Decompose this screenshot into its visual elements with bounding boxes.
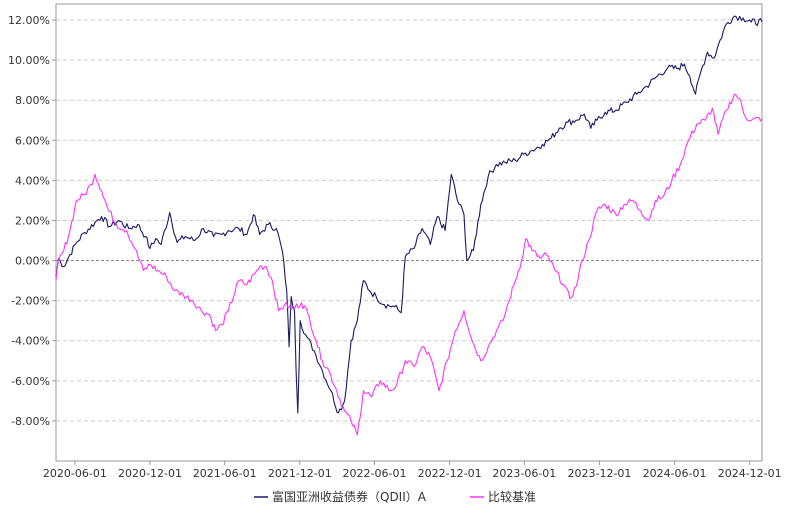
y-tick-label: 12.00% [8,14,50,27]
x-tick-label: 2024-12-01 [718,467,782,480]
x-tick-label: 2023-06-01 [492,467,556,480]
y-tick-label: -2.00% [11,295,50,308]
series-lines [55,15,763,436]
legend: 富国亚洲收益债券（QDII）A 比较基准 [254,489,536,504]
series-line-fund [55,15,763,414]
legend-label-fund: 富国亚洲收益债券（QDII）A [272,489,427,504]
y-tick-label: 6.00% [15,134,50,147]
x-tick-label: 2023-12-01 [567,467,631,480]
y-axis-ticks: 12.00% 10.00% 8.00% 6.00% 4.00% 2.00% 0.00% -2.… [8,14,56,428]
x-tick-label: 2024-06-01 [643,467,707,480]
y-tick-label: -8.00% [11,415,50,428]
x-tick-label: 2022-12-01 [418,467,482,480]
plot-area [55,3,763,462]
x-tick-label: 2020-06-01 [43,467,107,480]
y-tick-label: -4.00% [11,335,50,348]
y-tick-label: 10.00% [8,54,50,67]
x-axis-ticks: 2020-06-01 2020-12-01 2021-06-01 2021-12-01… [43,461,782,480]
y-tick-label: 0.00% [15,255,50,268]
series-line-benchmark [55,93,763,436]
grid-lines [56,19,762,422]
x-tick-label: 2020-12-01 [118,467,182,480]
legend-label-benchmark: 比较基准 [488,489,536,504]
y-tick-label: 4.00% [15,174,50,187]
x-tick-label: 2022-06-01 [343,467,407,480]
x-tick-label: 2021-06-01 [193,467,257,480]
x-tick-label: 2021-12-01 [268,467,332,480]
y-tick-label: -6.00% [11,375,50,388]
y-tick-label: 8.00% [15,94,50,107]
y-tick-label: 2.00% [15,214,50,227]
